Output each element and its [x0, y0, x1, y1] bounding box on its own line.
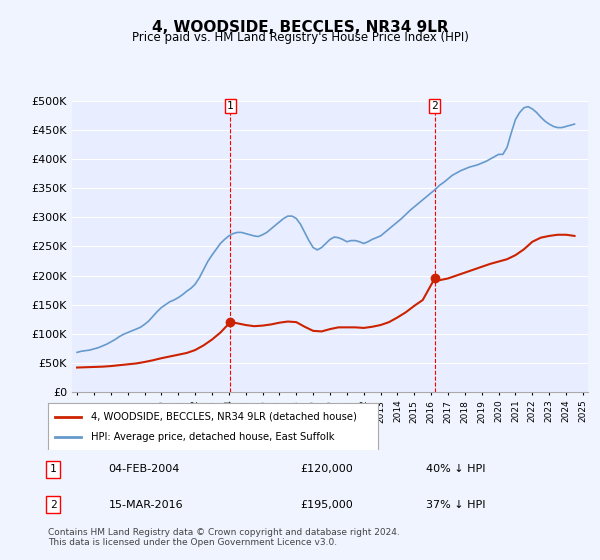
Text: 04-FEB-2004: 04-FEB-2004	[109, 464, 180, 474]
Text: 2: 2	[431, 101, 438, 111]
Text: Price paid vs. HM Land Registry's House Price Index (HPI): Price paid vs. HM Land Registry's House …	[131, 31, 469, 44]
Text: 40% ↓ HPI: 40% ↓ HPI	[426, 464, 485, 474]
Text: £195,000: £195,000	[300, 500, 353, 510]
Text: HPI: Average price, detached house, East Suffolk: HPI: Average price, detached house, East…	[91, 432, 334, 442]
Text: 1: 1	[50, 464, 56, 474]
Text: 15-MAR-2016: 15-MAR-2016	[109, 500, 183, 510]
Text: 4, WOODSIDE, BECCLES, NR34 9LR (detached house): 4, WOODSIDE, BECCLES, NR34 9LR (detached…	[91, 412, 357, 422]
Text: 4, WOODSIDE, BECCLES, NR34 9LR: 4, WOODSIDE, BECCLES, NR34 9LR	[152, 20, 448, 35]
Text: £120,000: £120,000	[300, 464, 353, 474]
Text: 37% ↓ HPI: 37% ↓ HPI	[426, 500, 485, 510]
Text: 2: 2	[50, 500, 56, 510]
Text: 1: 1	[227, 101, 234, 111]
Text: Contains HM Land Registry data © Crown copyright and database right 2024.
This d: Contains HM Land Registry data © Crown c…	[48, 528, 400, 547]
